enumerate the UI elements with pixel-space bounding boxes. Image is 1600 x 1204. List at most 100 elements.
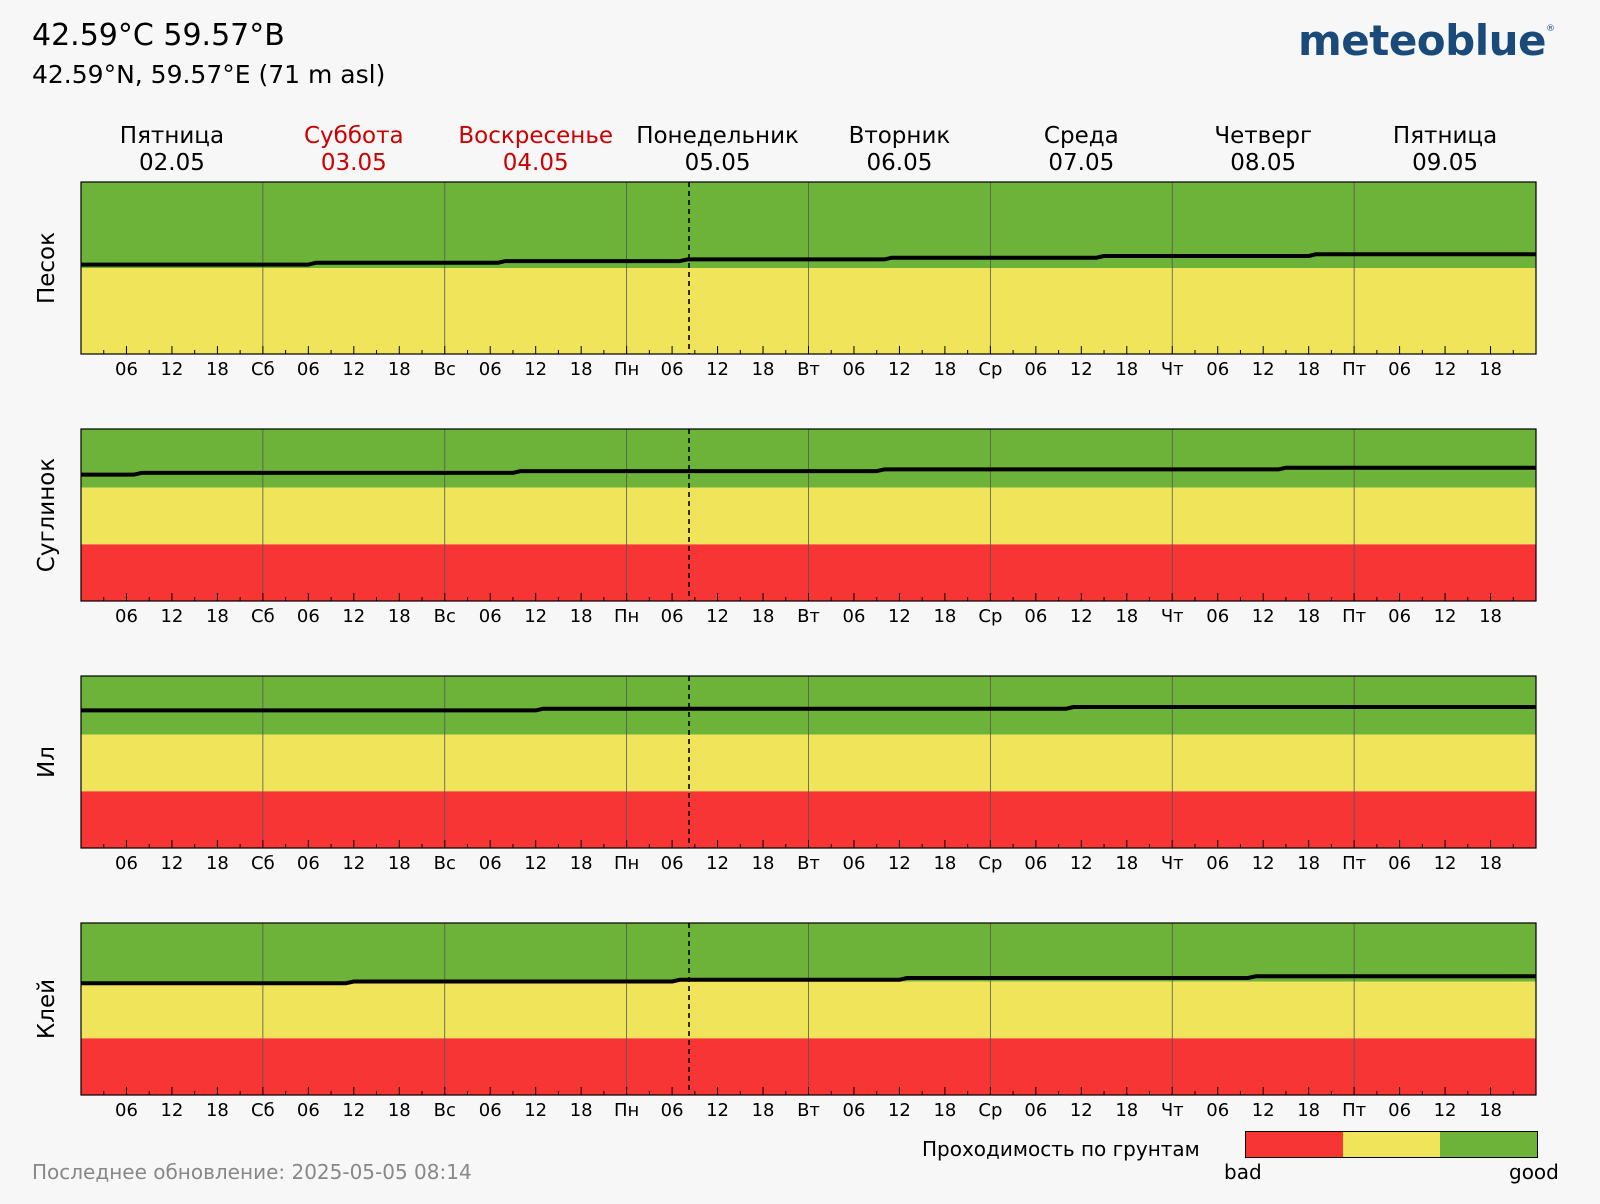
x-tick-label: 18 xyxy=(933,606,956,627)
x-tick-label: 18 xyxy=(1479,1100,1502,1121)
x-tick-label: 06 xyxy=(479,1100,502,1121)
x-tick-label: 12 xyxy=(888,359,911,380)
x-tick-label: 18 xyxy=(388,853,411,874)
x-tick-label: 12 xyxy=(706,853,729,874)
x-tick-label: 18 xyxy=(388,1100,411,1121)
x-tick-label: Сб xyxy=(251,606,275,627)
x-tick-label: 12 xyxy=(1070,359,1093,380)
x-tick-label: 06 xyxy=(297,606,320,627)
day-name-label: Воскресенье xyxy=(458,123,613,149)
x-tick-label: Пт xyxy=(1342,1100,1366,1121)
x-tick-label: 12 xyxy=(524,606,547,627)
x-tick-label: 06 xyxy=(661,359,684,380)
x-tick-label: 12 xyxy=(524,853,547,874)
panel-ylabel: Клей xyxy=(34,979,60,1039)
day-date-label: 06.05 xyxy=(867,150,933,176)
day-name-label: Пятница xyxy=(1393,123,1497,149)
day-name-label: Вторник xyxy=(849,123,951,149)
x-tick-label: 18 xyxy=(1115,359,1138,380)
x-tick-label: 18 xyxy=(1479,853,1502,874)
x-tick-label: 18 xyxy=(206,606,229,627)
meteoblue-logo[interactable]: meteoblue® xyxy=(1298,16,1555,65)
x-tick-label: Вс xyxy=(434,853,456,874)
x-tick-label: 12 xyxy=(524,1100,547,1121)
x-tick-label: 18 xyxy=(206,1100,229,1121)
day-date-label: 04.05 xyxy=(503,150,569,176)
x-tick-label: 06 xyxy=(843,606,866,627)
x-tick-label: 12 xyxy=(1252,853,1275,874)
x-tick-label: 18 xyxy=(752,1100,775,1121)
x-tick-label: Вс xyxy=(434,606,456,627)
x-tick-label: 12 xyxy=(1252,606,1275,627)
panel-3: 06 12 18 Сб 06 12 18 Вс 06 12 18 Пн 06 12 18 Вт 06 12 18 Ср… xyxy=(34,675,1537,874)
x-tick-label: 06 xyxy=(115,359,138,380)
x-tick-label: 12 xyxy=(1252,1100,1275,1121)
x-tick-label: 18 xyxy=(933,853,956,874)
day-name-label: Пятница xyxy=(120,123,224,149)
x-tick-label: Пн xyxy=(614,853,639,874)
x-tick-label: Пн xyxy=(614,1100,639,1121)
x-tick-label: Пт xyxy=(1342,853,1366,874)
x-tick-label: 06 xyxy=(115,853,138,874)
x-tick-label: 18 xyxy=(1115,1100,1138,1121)
x-tick-label: 12 xyxy=(524,359,547,380)
trafficability-line xyxy=(81,465,1536,477)
x-tick-label: 18 xyxy=(1115,853,1138,874)
location-subtitle: 42.59°N, 59.57°E (71 m asl) xyxy=(32,60,386,89)
x-tick-label: Вт xyxy=(797,1100,820,1121)
x-tick-label: 18 xyxy=(388,606,411,627)
legend-swatch-good xyxy=(1440,1132,1537,1157)
x-tick-label: 06 xyxy=(843,359,866,380)
x-tick-label: Вт xyxy=(797,853,820,874)
x-tick-label: Вт xyxy=(797,606,820,627)
x-tick-label: Пн xyxy=(614,606,639,627)
x-tick-label: 12 xyxy=(1070,606,1093,627)
x-tick-label: 18 xyxy=(570,359,593,380)
trafficability-line xyxy=(81,252,1536,267)
x-tick-label: 06 xyxy=(1024,1100,1047,1121)
x-tick-label: 06 xyxy=(661,1100,684,1121)
panel-ylabel: Суглинок xyxy=(34,458,60,573)
x-tick-label: 06 xyxy=(1024,359,1047,380)
panel-ylabel: Песок xyxy=(34,232,60,304)
x-tick-label: 12 xyxy=(1434,853,1457,874)
x-tick-label: 18 xyxy=(752,606,775,627)
day-name-label: Суббота xyxy=(304,123,404,149)
x-tick-label: 12 xyxy=(1434,1100,1457,1121)
x-tick-label: 06 xyxy=(1206,853,1229,874)
x-tick-label: 06 xyxy=(1388,359,1411,380)
x-tick-label: 18 xyxy=(1297,853,1320,874)
x-tick-label: Ср xyxy=(978,1100,1002,1121)
day-date-label: 03.05 xyxy=(321,150,387,176)
day-name-label: Среда xyxy=(1044,123,1119,149)
x-tick-label: 12 xyxy=(342,853,365,874)
x-tick-label: 12 xyxy=(1070,1100,1093,1121)
x-tick-label: Вс xyxy=(434,1100,456,1121)
x-tick-label: 06 xyxy=(479,606,502,627)
x-tick-label: 12 xyxy=(342,1100,365,1121)
chart-title: 42.59°C 59.57°B xyxy=(32,18,285,53)
panel-1: 06 12 18 Сб 06 12 18 Вс 06 12 18 Пн 06 12 18 Вт 06 12 18 Ср… xyxy=(34,181,1537,380)
x-tick-label: Пн xyxy=(614,359,639,380)
x-tick-label: 06 xyxy=(843,853,866,874)
x-tick-label: 18 xyxy=(206,853,229,874)
x-tick-label: 18 xyxy=(933,359,956,380)
x-tick-label: 18 xyxy=(1297,606,1320,627)
x-tick-label: 06 xyxy=(661,606,684,627)
x-tick-label: 18 xyxy=(1297,1100,1320,1121)
x-tick-label: 18 xyxy=(388,359,411,380)
x-tick-label: 06 xyxy=(1024,853,1047,874)
x-tick-label: 12 xyxy=(888,1100,911,1121)
x-tick-label: Пт xyxy=(1342,606,1366,627)
x-tick-label: Вс xyxy=(434,359,456,380)
x-tick-label: 18 xyxy=(206,359,229,380)
day-date-label: 08.05 xyxy=(1230,150,1296,176)
x-tick-label: 12 xyxy=(160,359,183,380)
x-tick-label: 06 xyxy=(1206,1100,1229,1121)
x-tick-label: 12 xyxy=(160,853,183,874)
x-tick-label: 06 xyxy=(1024,606,1047,627)
day-date-label: 09.05 xyxy=(1412,150,1478,176)
x-tick-label: 12 xyxy=(1070,853,1093,874)
panel-4: 06 12 18 Сб 06 12 18 Вс 06 12 18 Пн 06 12 18 Вт 06 12 18 Ср… xyxy=(34,922,1537,1121)
x-tick-label: 06 xyxy=(661,853,684,874)
